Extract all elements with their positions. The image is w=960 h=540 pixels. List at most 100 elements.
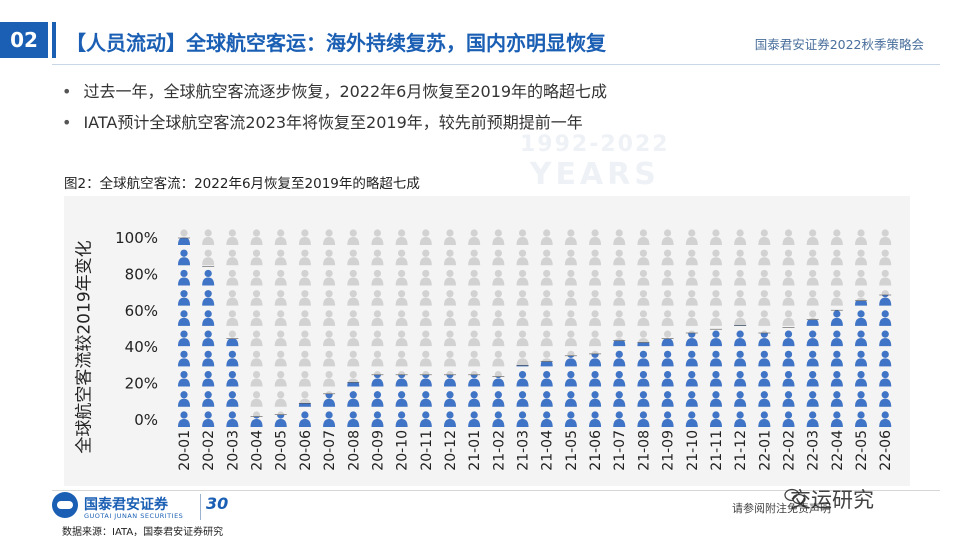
watermark-years-word: YEARS [529,157,660,192]
empty-person-icon [830,229,843,245]
filled-person-icon [468,391,481,407]
x-tick-label: 21-12 [733,430,749,471]
chart-column [782,229,795,427]
filled-person-icon [758,350,771,367]
filled-person-icon [613,411,626,427]
empty-person-icon [637,290,650,306]
empty-person-icon [564,330,577,347]
chart-bar [709,330,722,427]
empty-person-icon [516,229,529,245]
empty-person-icon [250,350,263,367]
wechat-account-name: 交运研究 [790,488,874,512]
chart-bar [830,310,843,427]
filled-person-icon [855,370,868,387]
empty-person-icon [347,269,360,286]
empty-person-icon [589,229,602,245]
x-tick-label: 20-06 [298,430,314,471]
filled-person-icon [637,391,650,407]
filled-person-icon [734,330,747,347]
filled-person-icon [371,411,384,427]
filled-person-icon [178,350,190,367]
filled-person-icon [782,370,795,387]
empty-person-icon [226,290,239,306]
empty-person-icon [830,249,843,266]
filled-person-icon [589,391,602,407]
filled-person-icon [734,370,747,387]
chart-bar [274,414,287,427]
filled-person-icon [178,269,190,286]
chart-column [516,229,529,427]
chart-bar [661,338,674,427]
empty-person-icon [274,391,287,407]
filled-person-icon [782,411,795,427]
empty-person-icon [685,290,698,306]
filled-person-icon [806,350,819,367]
x-tick-label: 20-07 [322,430,338,471]
filled-person-icon [830,350,843,367]
empty-person-icon [347,350,360,367]
empty-person-icon [782,229,795,245]
empty-person-icon [468,229,481,245]
filled-person-icon [226,411,239,427]
y-tick-label: 40% [125,338,158,356]
empty-person-icon [564,310,577,326]
filled-person-icon [879,411,892,427]
filled-person-icon [178,238,190,245]
x-tick-label: 21-10 [685,430,701,471]
empty-person-icon [782,249,795,266]
filled-person-icon [540,370,553,387]
x-tick-label: 22-02 [782,430,798,471]
chart-bar [371,374,384,427]
filled-person-icon [419,391,432,407]
filled-person-icon [443,391,456,407]
empty-person-icon [613,229,626,245]
empty-person-icon [734,310,747,326]
empty-person-icon [516,290,529,306]
x-tick-label: 20-02 [201,430,217,471]
empty-person-icon [274,269,287,286]
empty-person-icon [734,229,747,245]
empty-person-icon [274,310,287,326]
chart-column [298,229,311,427]
filled-person-icon [540,411,553,427]
filled-person-icon [613,350,626,367]
chart-column [347,229,360,427]
filled-person-icon [178,310,190,326]
section-number: 02 [0,22,48,58]
y-tick-label: 80% [125,265,158,283]
filled-person-icon [709,411,722,427]
empty-person-icon [395,330,408,347]
header-bar: 02 【人员流动】全球航空客运：海外持续复苏，国内亦明显恢复 国泰君安证券202… [0,0,960,68]
x-tick-label: 20-01 [177,430,193,471]
empty-person-icon [323,249,336,266]
empty-person-icon [613,310,626,326]
empty-person-icon [685,249,698,266]
chart-bar [806,319,819,427]
filled-person-icon [855,350,868,367]
x-tick-label: 21-06 [588,430,604,471]
empty-person-icon [855,229,868,245]
filled-person-icon [516,391,529,407]
empty-person-icon [734,290,747,306]
empty-person-icon [782,310,795,326]
empty-person-icon [564,290,577,306]
chart-bar [347,382,360,427]
chart-bar [492,376,505,427]
chart-bar [879,295,892,427]
x-tick-label: 20-08 [346,430,362,471]
chart-column [492,229,505,427]
x-tick-label: 21-01 [467,430,483,471]
empty-person-icon [468,290,481,306]
filled-person-icon [806,411,819,427]
empty-person-icon [419,330,432,347]
x-tick-label: 22-01 [757,430,773,471]
empty-person-icon [540,310,553,326]
y-axis-label: 全球航空客流较2019年变化 [74,240,95,454]
empty-person-icon [250,391,263,407]
empty-person-icon [661,249,674,266]
empty-person-icon [589,290,602,306]
chart-column [589,229,602,427]
chart-bar [564,355,577,427]
chart-column [323,229,336,427]
empty-person-icon [709,249,722,266]
